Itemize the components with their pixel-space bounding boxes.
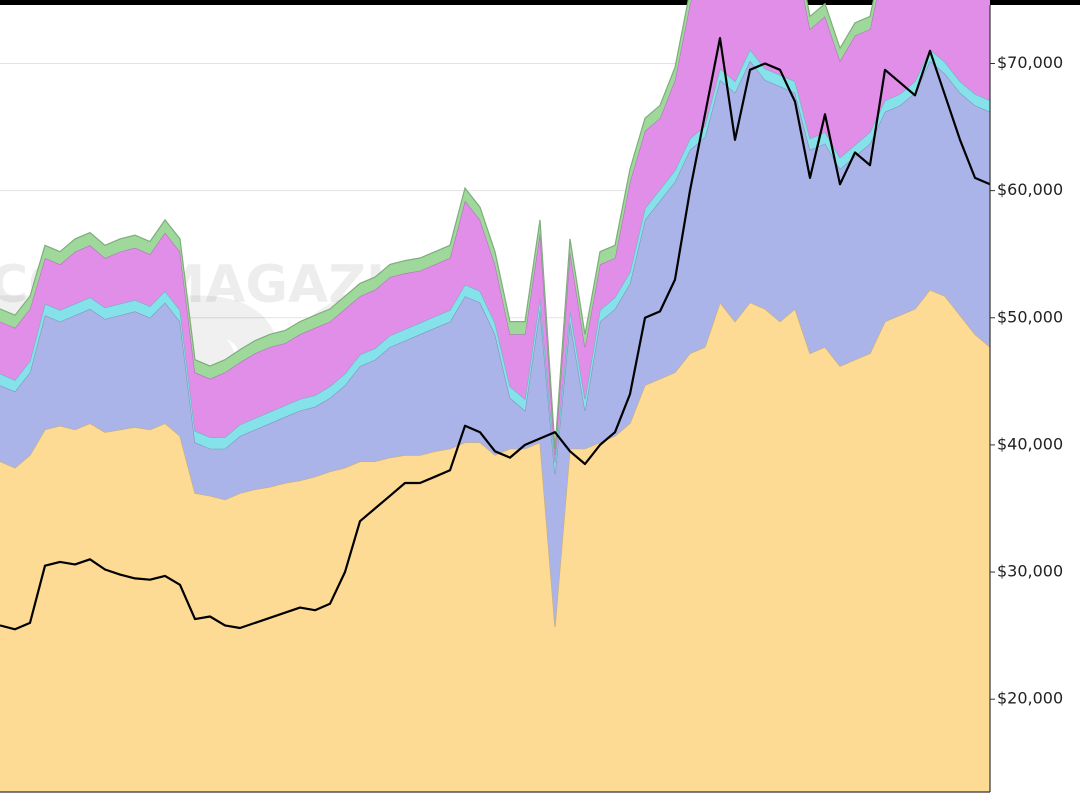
areas bbox=[0, 0, 991, 792]
price-line bbox=[0, 37, 991, 631]
area bbox=[0, 289, 990, 792]
y-tick-label: $40,000 bbox=[997, 434, 1063, 453]
y-tick-label: $70,000 bbox=[997, 53, 1063, 72]
top-bar bbox=[0, 0, 1080, 5]
y-tick-label: $60,000 bbox=[997, 180, 1063, 199]
y-axis: $20,000 $30,000 $40,000 $50,000 $60,000 $70,0… bbox=[0, 5, 1063, 793]
lines bbox=[0, 37, 991, 631]
y-tick-label: $50,000 bbox=[997, 307, 1063, 326]
y-tick-label: $20,000 bbox=[997, 689, 1063, 708]
area bbox=[0, 60, 990, 627]
area-edge bbox=[0, 0, 875, 449]
area bbox=[0, 0, 877, 456]
y-tick-label: $30,000 bbox=[997, 562, 1063, 581]
area bbox=[0, 0, 990, 463]
